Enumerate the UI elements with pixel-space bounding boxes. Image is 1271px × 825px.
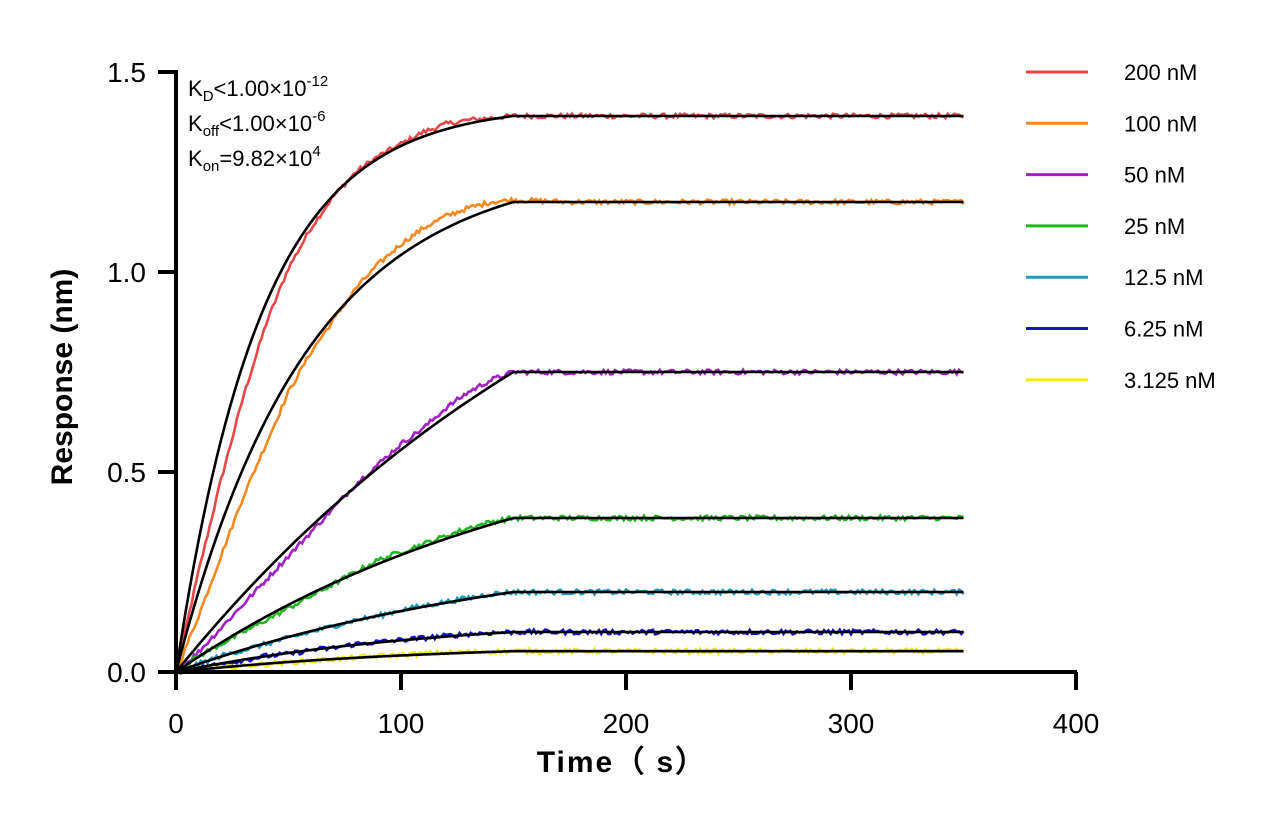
- fit-curve-1: [174, 200, 964, 673]
- kinetics-annotation: KD<1.00×10-12 Koff<1.00×10-6 Kon=9.82×10…: [188, 73, 328, 175]
- kd-annotation: KD<1.00×10-12: [188, 73, 328, 105]
- legend: 200 nM 100 nM 50 nM 25 nM 12.5 nM 6.25 nM 3.12…: [1026, 60, 1216, 393]
- kon-annotation: Kon=9.82×104: [188, 143, 321, 175]
- x-tick-label-2: 200: [603, 708, 650, 739]
- y-tick-label-0: 0.0: [107, 657, 146, 688]
- x-axis-title: Time（ s）: [537, 745, 708, 779]
- legend-label-4: 12.5 nM: [1124, 265, 1204, 290]
- y-tick-label-3: 1.5: [107, 57, 146, 88]
- series-layer: [174, 111, 965, 676]
- legend-label-5: 6.25 nM: [1124, 317, 1204, 342]
- y-tick-label-1: 0.5: [107, 457, 146, 488]
- fit-curve-5: [175, 630, 964, 674]
- x-tick-label-4: 400: [1053, 708, 1100, 739]
- fit-curves-layer: [174, 114, 964, 674]
- legend-label-2: 50 nM: [1124, 163, 1185, 188]
- fit-curve-4: [175, 590, 964, 674]
- tick-layer: 0 100 200 300 400 0.0 0.5 1.0 1.5: [107, 57, 1099, 739]
- legend-label-6: 3.125 nM: [1124, 368, 1216, 393]
- legend-label-0: 200 nM: [1124, 60, 1197, 85]
- x-tick-label-1: 100: [378, 708, 425, 739]
- y-axis-title: Response (nm): [46, 269, 79, 486]
- series-line-0: [174, 111, 964, 673]
- fit-curve-6: [175, 649, 964, 674]
- x-tick-label-0: 0: [168, 708, 184, 739]
- fit-curve-3: [175, 516, 964, 674]
- legend-label-1: 100 nM: [1124, 111, 1197, 136]
- legend-label-3: 25 nM: [1124, 214, 1185, 239]
- fit-curve-2: [174, 370, 964, 673]
- x-tick-label-3: 300: [828, 708, 875, 739]
- y-tick-label-2: 1.0: [107, 257, 146, 288]
- series-line-4: [175, 587, 965, 674]
- fit-curve-0: [174, 114, 964, 673]
- koff-annotation: Koff<1.00×10-6: [188, 108, 325, 140]
